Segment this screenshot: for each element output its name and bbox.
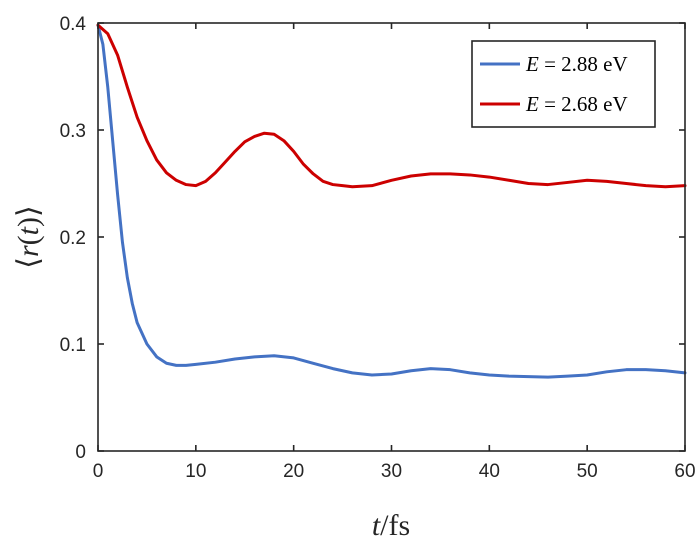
x-tick-label: 30 bbox=[381, 461, 402, 482]
tick-labels: 0 10 20 30 40 50 60 0 0.1 0.2 0.3 0.4 bbox=[60, 14, 696, 482]
x-tick-label: 60 bbox=[674, 461, 695, 482]
legend: E = 2.88 eV E = 2.68 eV bbox=[471, 40, 656, 128]
y-tick-label: 0.4 bbox=[60, 14, 87, 35]
series-line-1 bbox=[96, 23, 687, 189]
x-tick-label: 0 bbox=[93, 461, 104, 482]
y-tick-label: 0.1 bbox=[60, 335, 86, 356]
y-tick-label: 0 bbox=[75, 442, 86, 463]
x-axis-label: t/fs bbox=[372, 509, 410, 542]
legend-entry-e-2-68: E = 2.68 eV bbox=[525, 92, 628, 116]
legend-entry-e-2-88: E = 2.88 eV bbox=[525, 52, 628, 76]
x-tick-label: 10 bbox=[185, 461, 206, 482]
y-tick-label: 0.3 bbox=[60, 121, 86, 142]
axis-ticks bbox=[97, 22, 686, 452]
x-tick-label: 50 bbox=[577, 461, 598, 482]
y-axis-label: ⟨r(t)⟩ bbox=[12, 205, 45, 268]
x-tick-label: 40 bbox=[479, 461, 500, 482]
legend-box bbox=[471, 40, 656, 128]
x-tick-label: 20 bbox=[283, 461, 304, 482]
plot-lines bbox=[96, 23, 687, 379]
series-line-0 bbox=[96, 23, 687, 379]
y-tick-label: 0.2 bbox=[60, 228, 86, 249]
